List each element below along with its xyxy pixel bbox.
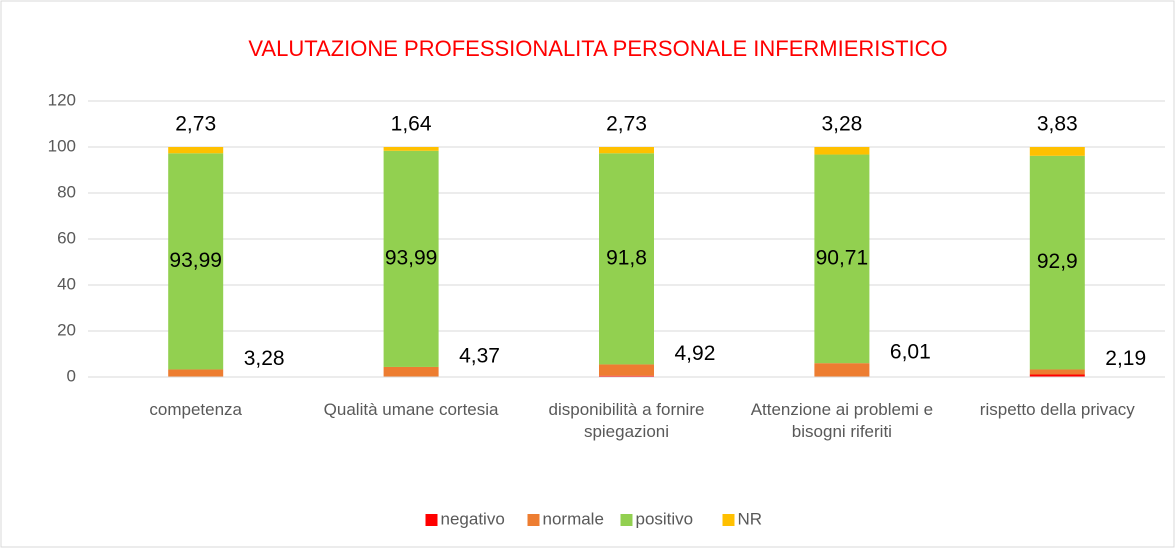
bar-segment [1029,147,1085,156]
bar-segment [1029,374,1085,377]
data-label: 90,71 [816,246,869,269]
data-label: 93,99 [385,246,438,269]
bar-segment [814,154,870,364]
x-tick-label: disponibilità a fornire spiegazioni [548,400,705,441]
y-tick-label: 100 [48,136,76,155]
data-label: 3,28 [821,113,862,136]
y-tick-label: 120 [48,90,76,109]
bar-segment [814,363,870,377]
y-tick-label: 0 [67,366,76,385]
legend-swatch [527,514,540,526]
y-tick-label: 40 [57,274,76,293]
legend-swatch [620,514,633,526]
legend-swatch [722,514,735,526]
bar-segment [383,150,439,367]
bar-segment [599,147,654,154]
legend-label: NR [738,509,763,528]
legend-label: normale [543,509,604,528]
chart-title: VALUTAZIONE PROFESSIONALITA PERSONALE IN… [248,36,947,61]
legend-label: positivo [636,509,694,528]
bar-segment [383,366,439,377]
data-label: 92,9 [1037,250,1078,273]
data-label: 2,73 [175,113,216,136]
x-tick-label: rispetto della privacy [979,400,1135,419]
bar-segment [814,147,870,155]
legend-label: negativo [441,509,505,528]
bar-segment [383,147,439,151]
data-label: 4,92 [675,342,716,365]
bar-segment [599,364,654,376]
data-label: 1,64 [391,113,432,136]
data-label: 3,28 [244,347,285,370]
bar-segment [1029,155,1085,370]
y-tick-label: 20 [57,320,76,339]
bar-segment [168,153,224,370]
data-label: 2,19 [1105,347,1146,370]
y-tick-label: 80 [57,182,76,201]
x-tick-label: Qualità umane cortesia [323,400,499,419]
data-label: 6,01 [890,341,931,364]
data-label: 91,8 [606,246,647,269]
legend-swatch [425,514,438,526]
bar-segment [1029,369,1085,375]
y-tick-label: 60 [57,228,76,247]
bar-segment [599,375,654,377]
bar-segment [168,369,224,377]
x-tick-label: Attenzione ai problemi e bisogni riferit… [750,400,934,441]
data-label: 93,99 [169,249,222,272]
data-label: 2,73 [606,113,647,136]
data-label: 4,37 [459,344,500,367]
data-label: 3,83 [1037,113,1078,136]
bar-segment [599,153,654,365]
bar-segment [168,147,224,154]
x-tick-label: competenza [149,400,242,419]
